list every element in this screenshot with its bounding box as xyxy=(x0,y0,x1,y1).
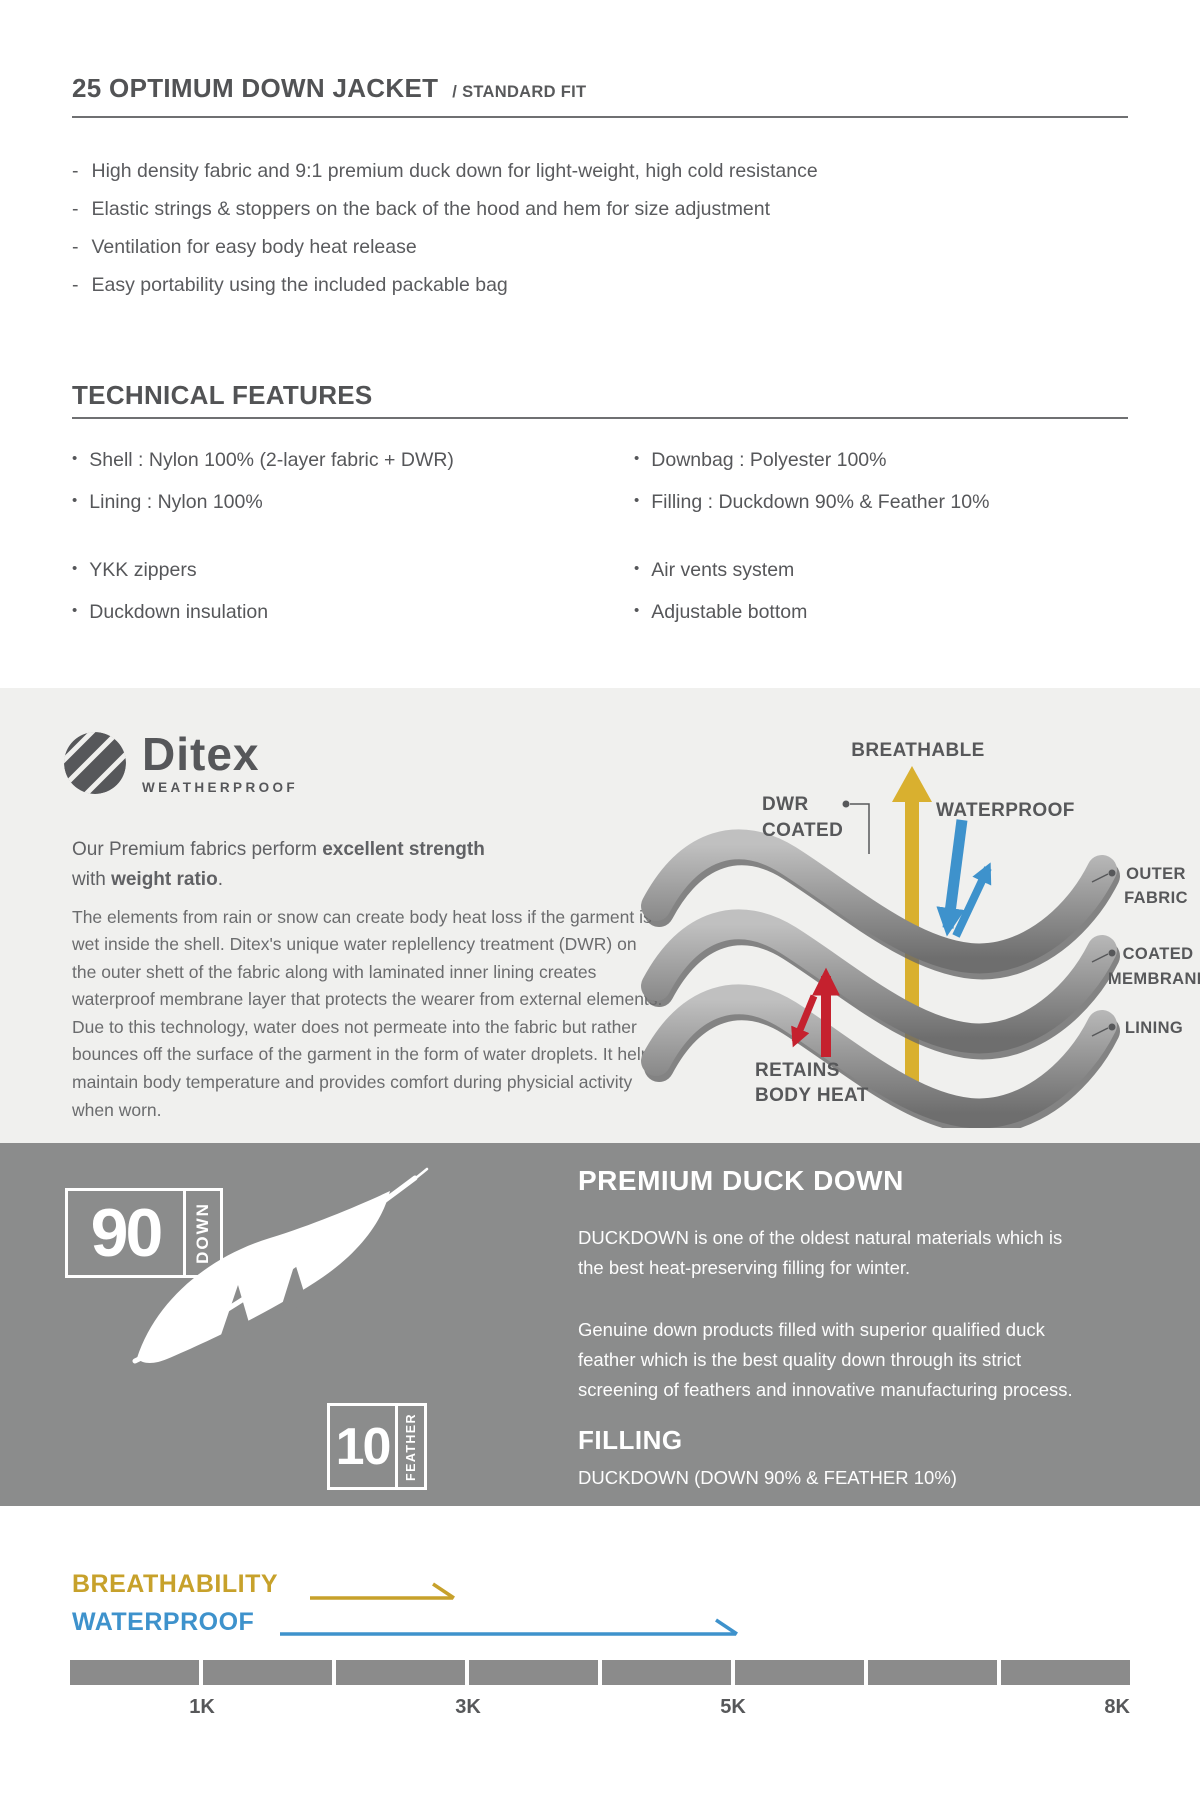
ditex-logo-icon xyxy=(64,732,126,794)
intro-text-bold: excellent strength xyxy=(322,839,485,860)
ditex-logo-text: Ditex WEATHERPROOF xyxy=(142,728,299,795)
scale-segment xyxy=(1001,1660,1130,1685)
outer-fabric-callout xyxy=(1091,869,1116,883)
intro-text-bold: weight ratio xyxy=(111,869,218,890)
technical-features-heading: TECHNICAL FEATURES xyxy=(72,380,373,410)
scale-segment xyxy=(70,1660,199,1685)
ditex-brand: Ditex xyxy=(142,728,260,780)
outer-fabric-label: FABRIC xyxy=(1124,889,1188,907)
coated-membrane-callout xyxy=(1091,949,1116,963)
dwr-coated-label: DWR xyxy=(762,794,809,815)
scale-tick-label: 8K xyxy=(1104,1696,1130,1718)
outer-fabric-label: OUTER xyxy=(1126,865,1186,883)
highlight-item: Ventilation for easy body heat release xyxy=(72,228,818,266)
scale-tick-label: 5K xyxy=(720,1696,746,1718)
section-ratings: BREATHABILITY WATERPROOF 1K 3K 5K 8K xyxy=(0,1506,1200,1800)
badge-divider xyxy=(395,1406,398,1487)
breathability-arrow-icon xyxy=(310,1582,455,1600)
badge-divider xyxy=(183,1191,186,1275)
lining-callout xyxy=(1091,1023,1116,1037)
filling-heading: FILLING xyxy=(578,1425,683,1455)
lining-label: LINING xyxy=(1125,1019,1183,1037)
retains-body-heat-label: BODY HEAT xyxy=(755,1085,869,1106)
product-title: 25 OPTIMUM DOWN JACKET xyxy=(72,73,439,103)
feature-column-left: Shell : Nylon 100% (2-layer fabric + DWR… xyxy=(72,440,634,524)
ditex-intro: Our Premium fabrics perform excellent st… xyxy=(72,835,492,895)
premium-duck-down-heading: PREMIUM DUCK DOWN xyxy=(578,1165,904,1196)
highlight-list: High density fabric and 9:1 premium duck… xyxy=(72,152,818,304)
down-90-badge: 90 DOWN xyxy=(65,1188,223,1278)
fabric-layer-membrane xyxy=(641,909,1120,1060)
feature-item: Duckdown insulation xyxy=(72,592,634,634)
waterproof-arrow-icon xyxy=(936,819,992,938)
scale-segment xyxy=(602,1660,731,1685)
retains-body-heat-label: RETAINS xyxy=(755,1060,840,1081)
feature-column-right: Downbag : Polyester 100% Filling : Duckd… xyxy=(634,440,989,524)
feather-10-word-column: FEATHER xyxy=(398,1406,424,1487)
premium-paragraph: Genuine down products filled with superi… xyxy=(578,1319,1073,1400)
section-premium-down: 90 DOWN 10 FEATHER PREMIUM DUCK DOWN DUC… xyxy=(0,1143,1200,1506)
fit-label: / STANDARD FIT xyxy=(452,83,587,101)
feature-group: Shell : Nylon 100% (2-layer fabric + DWR… xyxy=(72,440,1128,524)
section-ditex-weatherproof: Ditex WEATHERPROOF Our Premium fabrics p… xyxy=(0,688,1200,1143)
fabric-layer-outer xyxy=(641,829,1120,980)
feature-item: Shell : Nylon 100% (2-layer fabric + DWR… xyxy=(72,440,634,482)
feature-group: YKK zippers Duckdown insulation Air vent… xyxy=(72,550,1128,634)
ditex-tagline: WEATHERPROOF xyxy=(142,780,299,795)
feather-10-badge: 10 FEATHER xyxy=(327,1403,427,1490)
fabric-layer-lining xyxy=(641,984,1120,1128)
scale-segment xyxy=(868,1660,997,1685)
feature-item: Filling : Duckdown 90% & Feather 10% xyxy=(634,482,989,524)
dwr-coated-label: COATED xyxy=(762,820,843,841)
feature-item: Adjustable bottom xyxy=(634,592,807,634)
feature-item: Air vents system xyxy=(634,550,807,592)
waterproof-label: WATERPROOF xyxy=(72,1608,255,1636)
feather-10-number: 10 xyxy=(335,1417,392,1476)
rating-scale-bar xyxy=(70,1660,1130,1685)
scale-segment xyxy=(336,1660,465,1685)
breathability-label: BREATHABILITY xyxy=(72,1570,279,1598)
intro-text: with xyxy=(72,869,112,890)
scale-segment xyxy=(469,1660,598,1685)
feature-column-right: Air vents system Adjustable bottom xyxy=(634,550,807,634)
coated-membrane-label: COATED xyxy=(1123,945,1194,963)
body-heat-arrow-icon xyxy=(791,967,840,1057)
scale-tick-label: 3K xyxy=(455,1696,481,1718)
highlight-item: High density fabric and 9:1 premium duck… xyxy=(72,152,818,190)
feather-icon xyxy=(132,1167,429,1364)
technical-features: Shell : Nylon 100% (2-layer fabric + DWR… xyxy=(72,440,1128,634)
highlight-item: Elastic strings & stoppers on the back o… xyxy=(72,190,818,228)
dwr-leader-line xyxy=(842,800,870,854)
feature-column-left: YKK zippers Duckdown insulation xyxy=(72,550,634,634)
ditex-description: The elements from rain or snow can creat… xyxy=(72,906,663,1120)
highlight-item: Easy portability using the included pack… xyxy=(72,266,818,304)
page-title: 25 OPTIMUM DOWN JACKET / STANDARD FIT xyxy=(72,73,586,104)
ditex-logo: Ditex WEATHERPROOF xyxy=(64,728,299,795)
scale-segment xyxy=(735,1660,864,1685)
breathable-label: BREATHABLE xyxy=(851,740,984,761)
down-90-number: 90 xyxy=(90,1195,164,1271)
scale-segment xyxy=(203,1660,332,1685)
scale-tick-label: 1K xyxy=(189,1696,215,1718)
technical-divider xyxy=(72,417,1128,419)
feather-10-word: FEATHER xyxy=(404,1412,418,1481)
feature-item: Lining : Nylon 100% xyxy=(72,482,634,524)
fabric-layers-diagram: BREATHABLE DWR COATED WATERPROOF OUTER F… xyxy=(641,740,1200,1128)
rating-arrows xyxy=(280,1582,738,1636)
coated-membrane-label: MEMBRANE xyxy=(1108,970,1200,988)
intro-text: . xyxy=(217,869,223,890)
feature-item: Downbag : Polyester 100% xyxy=(634,440,989,482)
title-divider xyxy=(72,116,1128,118)
feature-item: YKK zippers xyxy=(72,550,634,592)
intro-text: Our Premium fabrics perform xyxy=(72,839,323,860)
waterproof-label: WATERPROOF xyxy=(936,800,1075,821)
filling-text: DUCKDOWN (DOWN 90% & FEATHER 10%) xyxy=(578,1467,957,1488)
waterproof-arrow-icon xyxy=(280,1618,738,1636)
premium-paragraph: DUCKDOWN is one of the oldest natural ma… xyxy=(578,1227,1063,1278)
